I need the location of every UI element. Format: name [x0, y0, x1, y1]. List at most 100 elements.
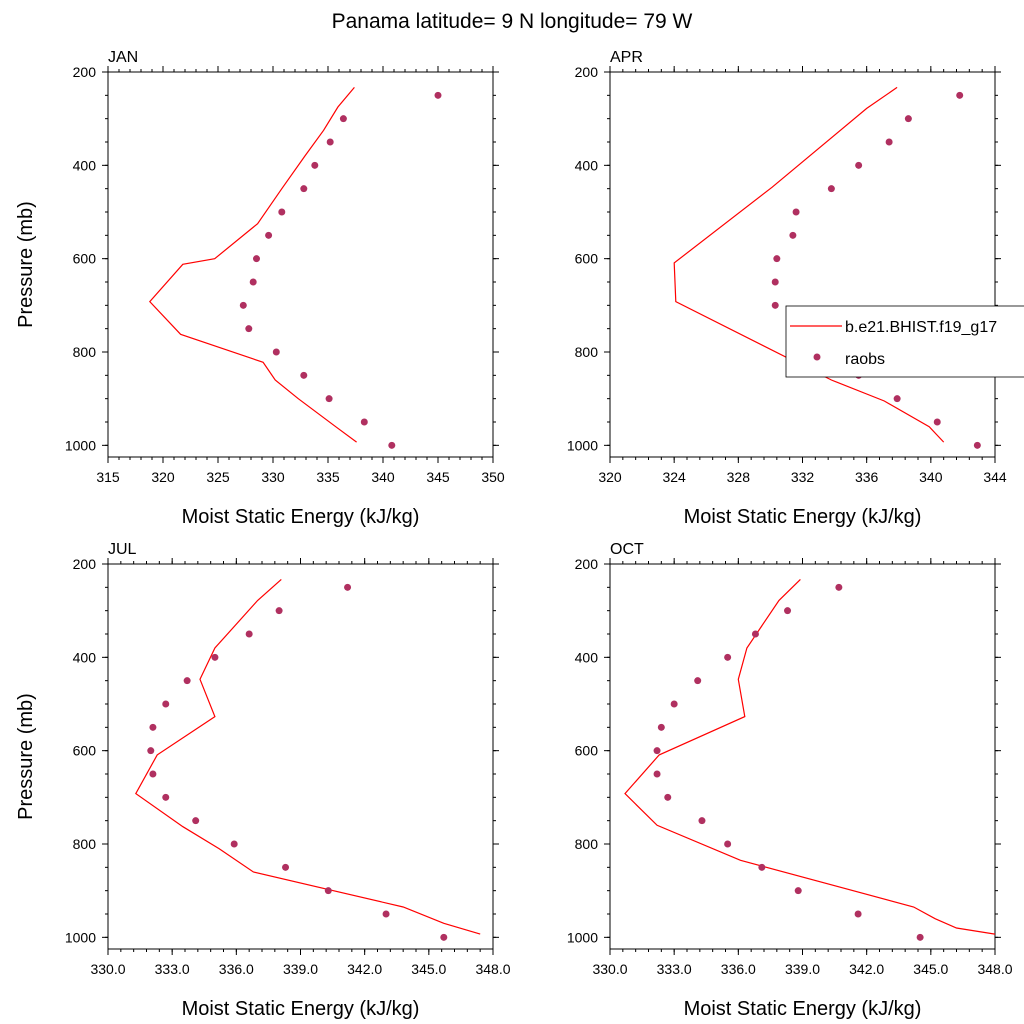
- x-tick-label: 336: [855, 469, 879, 485]
- x-tick-label: 320: [598, 469, 622, 485]
- x-tick-label: 339.0: [785, 961, 820, 977]
- x-tick-label: 348.0: [977, 961, 1012, 977]
- raobs-point: [893, 395, 901, 403]
- raobs-point: [653, 747, 661, 755]
- y-tick-label: 800: [73, 344, 97, 360]
- raobs-point: [278, 208, 286, 216]
- y-tick-label: 1000: [567, 437, 598, 453]
- x-tick-label: 332: [791, 469, 815, 485]
- legend-label-model: b.e21.BHIST.f19_g17: [845, 319, 997, 336]
- raobs-point: [698, 817, 706, 825]
- raobs-point: [664, 793, 672, 801]
- x-tick-label: 315: [96, 469, 120, 485]
- x-tick-label: 345.0: [411, 961, 446, 977]
- raobs-point: [933, 418, 941, 426]
- raobs-point: [789, 231, 797, 239]
- y-tick-label: 1000: [567, 929, 598, 945]
- raobs-point: [771, 301, 779, 309]
- x-tick-label: 336.0: [721, 961, 756, 977]
- raobs-point: [326, 138, 334, 146]
- plot-frame: [107, 563, 494, 950]
- legend-marker-swatch: [813, 353, 821, 361]
- raobs-point: [249, 278, 257, 286]
- x-tick-label: 339.0: [283, 961, 318, 977]
- raobs-point: [916, 933, 924, 941]
- x-tick-label: 336.0: [219, 961, 254, 977]
- raobs-point: [794, 887, 802, 895]
- raobs-point: [885, 138, 893, 146]
- panel-title: APR: [610, 49, 643, 66]
- raobs-point: [835, 583, 843, 591]
- raobs-point: [904, 115, 912, 123]
- x-tick-label: 328: [727, 469, 751, 485]
- raobs-point: [325, 395, 333, 403]
- x-axis-label: Moist Static Energy (kJ/kg): [684, 506, 922, 528]
- panel-title: JAN: [108, 49, 138, 66]
- raobs-point: [854, 910, 862, 918]
- raobs-point: [360, 418, 368, 426]
- y-tick-label: 600: [575, 251, 599, 267]
- raobs-point: [324, 887, 332, 895]
- y-axis-label: Pressure (mb): [15, 201, 37, 328]
- raobs-point: [434, 91, 442, 99]
- y-tick-label: 200: [575, 556, 599, 572]
- x-tick-label: 345.0: [913, 961, 948, 977]
- raobs-point: [694, 677, 702, 685]
- raobs-point: [183, 677, 191, 685]
- raobs-point: [724, 653, 732, 661]
- model-line: [673, 86, 945, 443]
- x-tick-label: 348.0: [475, 961, 510, 977]
- x-tick-label: 333.0: [155, 961, 190, 977]
- plot-frame: [609, 563, 996, 950]
- raobs-point: [300, 185, 308, 193]
- raobs-point: [973, 441, 981, 449]
- raobs-point: [339, 115, 347, 123]
- raobs-point: [751, 630, 759, 638]
- raobs-point: [670, 700, 678, 708]
- x-tick-label: 342.0: [849, 961, 884, 977]
- x-tick-label: 330.0: [90, 961, 125, 977]
- raobs-point: [211, 653, 219, 661]
- raobs-point: [245, 630, 253, 638]
- raobs-point: [192, 817, 200, 825]
- y-tick-label: 200: [73, 556, 97, 572]
- legend-box: [785, 305, 1024, 378]
- raobs-point: [773, 255, 781, 263]
- raobs-point: [771, 278, 779, 286]
- x-axis-label: Moist Static Energy (kJ/kg): [684, 998, 922, 1020]
- x-tick-label: 320: [151, 469, 175, 485]
- y-tick-label: 1000: [65, 437, 96, 453]
- y-tick-label: 800: [575, 344, 599, 360]
- raobs-point: [653, 770, 661, 778]
- x-tick-label: 344: [983, 469, 1007, 485]
- raobs-point: [162, 793, 170, 801]
- raobs-point: [956, 91, 964, 99]
- x-tick-label: 333.0: [657, 961, 692, 977]
- panel-title: JUL: [108, 541, 137, 558]
- y-tick-label: 600: [73, 251, 97, 267]
- x-tick-label: 324: [662, 469, 686, 485]
- x-tick-label: 342.0: [347, 961, 382, 977]
- raobs-point: [388, 441, 396, 449]
- raobs-point: [724, 840, 732, 848]
- raobs-point: [265, 231, 273, 239]
- model-line: [148, 87, 357, 443]
- raobs-point: [827, 185, 835, 193]
- y-tick-label: 400: [575, 649, 599, 665]
- raobs-point: [149, 723, 157, 731]
- legend-label-obs: raobs: [845, 351, 885, 368]
- x-tick-label: 350: [481, 469, 505, 485]
- raobs-point: [239, 301, 247, 309]
- x-tick-label: 340: [919, 469, 943, 485]
- plot-frame: [609, 71, 996, 458]
- raobs-point: [253, 255, 260, 263]
- plot-data: [673, 86, 981, 449]
- raobs-point: [272, 348, 280, 356]
- panel-jan: 315 320 325 330 335 340 345 350 200 400 600 800 1000…: [15, 49, 505, 528]
- plot-frame: [107, 71, 494, 458]
- panel-oct: 330.0 333.0 336.0 339.0 342.0 345.0 348.0 200 40…: [567, 541, 1013, 1020]
- model-line: [135, 578, 481, 935]
- plot-data: [148, 87, 442, 449]
- x-tick-label: 335: [316, 469, 340, 485]
